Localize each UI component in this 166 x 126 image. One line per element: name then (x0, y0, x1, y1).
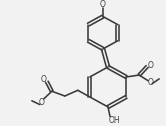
Text: O: O (100, 0, 106, 9)
Text: O: O (39, 98, 45, 107)
Text: O: O (41, 75, 47, 84)
Text: O: O (147, 78, 153, 87)
Text: O: O (147, 61, 153, 70)
Text: OH: OH (108, 116, 120, 125)
